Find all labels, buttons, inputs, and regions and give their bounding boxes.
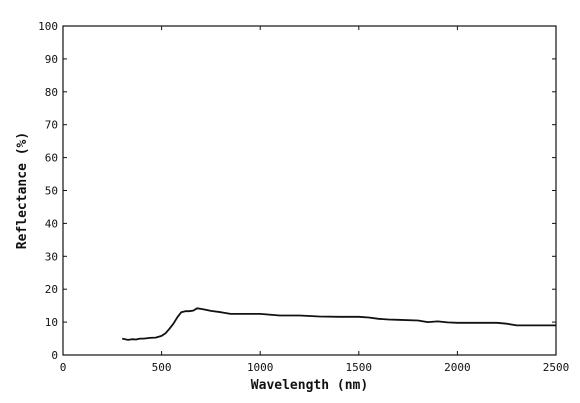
series-line: [122, 307, 556, 341]
x-tick-label: 1000: [247, 361, 274, 374]
y-tick-label: 40: [45, 217, 58, 230]
y-tick-label: 70: [45, 119, 58, 132]
y-axis-ticks: 0 10 20 30 40 50 60 70 80 90 100: [38, 20, 556, 362]
y-tick-label: 60: [45, 152, 58, 165]
plot-frame: [62, 25, 557, 356]
x-tick-label: 2000: [444, 361, 471, 374]
y-tick-label: 10: [45, 316, 58, 329]
y-tick-label: 90: [45, 53, 58, 66]
y-tick-label: 80: [45, 86, 58, 99]
x-tick-label: 1500: [346, 361, 373, 374]
x-axis-ticks: 0 500 1000 1500 2000 2500: [60, 26, 570, 374]
y-tick-label: 50: [45, 185, 58, 198]
x-tick-label: 2500: [543, 361, 570, 374]
x-axis-title: Wavelength (nm): [251, 378, 368, 393]
y-tick-label: 30: [45, 250, 58, 263]
x-tick-label: 0: [60, 361, 67, 374]
y-tick-label: 20: [45, 283, 58, 296]
x-tick-label: 500: [152, 361, 172, 374]
y-tick-label: 0: [51, 349, 58, 362]
series-layer: [122, 307, 556, 341]
y-axis-title: Reflectance (%): [15, 132, 30, 249]
y-tick-label: 100: [38, 20, 58, 33]
